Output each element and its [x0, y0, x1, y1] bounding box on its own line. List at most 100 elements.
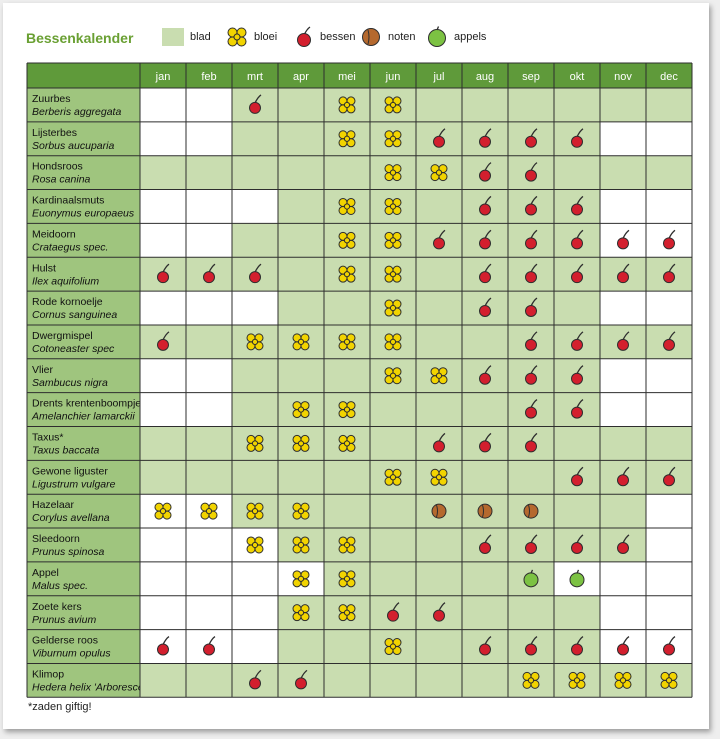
- cell-blad: [416, 189, 462, 224]
- cell-blad: [324, 663, 370, 698]
- legend-appels: appels: [426, 24, 486, 50]
- cell-empty: [646, 392, 692, 427]
- berry-icon: [479, 534, 492, 554]
- berry-icon: [433, 128, 446, 148]
- cell-blad: [600, 88, 646, 122]
- cell-empty: [186, 189, 232, 224]
- nut-icon: [477, 503, 493, 519]
- berry-icon: [617, 635, 630, 656]
- plant-name-cell: [27, 257, 140, 292]
- plant-latin-name: Amelanchier lamarckii: [31, 411, 135, 423]
- plant-name: Meidoorn: [32, 228, 76, 240]
- cell-empty: [646, 189, 692, 224]
- flower-icon: [338, 96, 356, 114]
- berry-icon: [525, 162, 538, 182]
- cell-empty: [600, 595, 646, 630]
- cell-blad: [232, 121, 278, 156]
- cell-blad: [416, 663, 462, 698]
- berry-icon: [479, 229, 492, 250]
- berry-icon: [525, 195, 538, 216]
- berry-icon: [617, 466, 630, 487]
- plant-name: Hulst: [32, 262, 56, 274]
- apple-icon: [569, 569, 585, 588]
- cell-blad: [646, 88, 692, 122]
- cell-blad: [462, 595, 508, 630]
- berry-icon: [157, 331, 170, 351]
- legend-blad: blad: [162, 24, 211, 50]
- month-label-aug: aug: [476, 71, 494, 83]
- berry-icon: [571, 128, 584, 148]
- plant-latin-name: Ligustrum vulgare: [32, 478, 116, 490]
- cell-blad: [186, 324, 232, 359]
- cell-blad: [554, 88, 600, 122]
- berry-icon: [525, 297, 538, 318]
- cell-blad: [646, 155, 692, 190]
- cell-empty: [186, 392, 232, 427]
- berry-icon: [479, 635, 492, 656]
- berry-icon: [663, 331, 676, 351]
- flower-icon: [292, 536, 310, 554]
- cell-empty: [232, 189, 278, 224]
- cell-blad: [278, 257, 324, 292]
- cell-blad: [278, 189, 324, 224]
- cell-empty: [646, 561, 692, 596]
- flower-icon: [384, 333, 402, 351]
- plant-latin-name: Prunus spinosa: [32, 546, 105, 558]
- cell-empty: [232, 629, 278, 664]
- cell-empty: [140, 561, 186, 596]
- legend-bloei-label: bloei: [254, 31, 278, 43]
- cell-blad: [416, 291, 462, 325]
- cell-blad: [416, 88, 462, 122]
- berry-icon: [387, 602, 400, 622]
- flower-icon: [338, 333, 356, 351]
- cell-empty: [186, 88, 232, 122]
- berry-icon: [479, 162, 492, 182]
- plant-latin-name: Rosa canina: [32, 174, 91, 186]
- flower-icon: [384, 638, 402, 656]
- flower-icon: [246, 502, 264, 520]
- berry-icon: [571, 331, 584, 351]
- cell-blad: [462, 324, 508, 359]
- flower-icon: [292, 434, 310, 452]
- cell-blad: [554, 155, 600, 190]
- cell-empty: [646, 494, 692, 529]
- plant-name: Klimop: [32, 668, 64, 680]
- berry-icon: [479, 365, 492, 385]
- cell-blad: [462, 663, 508, 698]
- flower-icon: [338, 231, 356, 249]
- cell-empty: [600, 392, 646, 427]
- berry-icon: [571, 466, 584, 487]
- cell-empty: [186, 358, 232, 393]
- cell-empty: [186, 595, 232, 630]
- flower-icon: [338, 401, 356, 419]
- berry-icon: [571, 399, 584, 419]
- cell-empty: [186, 223, 232, 258]
- cell-blad: [600, 494, 646, 529]
- cell-blad: [370, 561, 416, 596]
- berry-icon: [295, 669, 308, 690]
- berry-icon: [525, 399, 538, 419]
- cell-empty: [140, 358, 186, 393]
- nut-icon: [431, 503, 447, 519]
- berry-icon: [525, 635, 538, 656]
- plant-name-cell: [27, 494, 140, 529]
- berry-icon: [617, 331, 630, 351]
- cell-blad: [324, 460, 370, 495]
- berry-icon: [663, 466, 676, 487]
- berry-icon: [479, 263, 492, 284]
- cell-blad: [462, 561, 508, 596]
- cell-empty: [600, 561, 646, 596]
- month-label-mrt: mrt: [247, 71, 263, 83]
- cell-blad: [232, 223, 278, 258]
- plant-name: Gewone liguster: [32, 465, 108, 477]
- plant-name: Taxus*: [32, 432, 64, 444]
- berry-icon: [479, 297, 492, 318]
- cell-blad: [416, 629, 462, 664]
- cell-empty: [186, 528, 232, 562]
